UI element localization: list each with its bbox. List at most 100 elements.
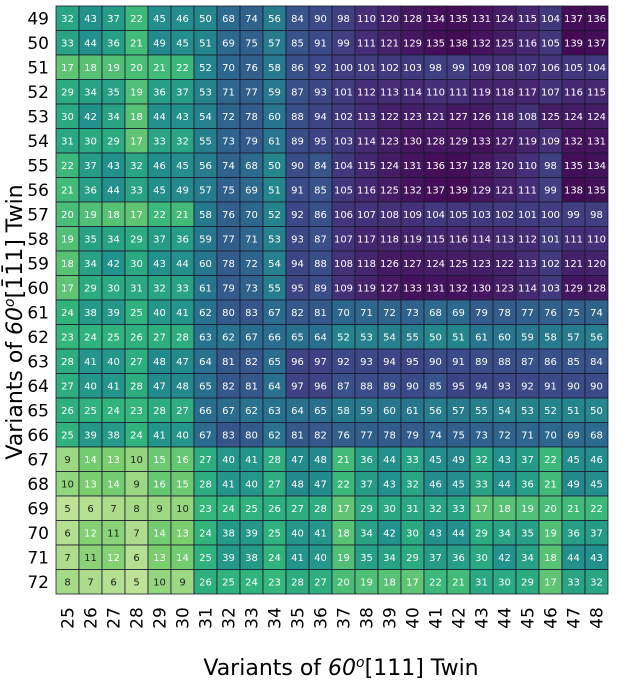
cell-value-label: 128 [426, 136, 445, 147]
cell-value-label: 69 [567, 430, 580, 441]
cell-value-label: 55 [268, 283, 281, 294]
cell-value-label: 55 [475, 406, 488, 417]
cell-value-label: 122 [495, 259, 514, 270]
cell-value-label: 64 [291, 406, 304, 417]
cell-value-label: 30 [84, 136, 97, 147]
y-axis-title-degree: o [2, 298, 18, 307]
cell-value-label: 115 [587, 87, 606, 98]
cell-value-label: 42 [84, 112, 97, 123]
cell-value-label: 91 [291, 185, 304, 196]
cell-value-label: 76 [337, 430, 350, 441]
cell-value-label: 49 [567, 479, 580, 490]
y-tick-label: 54 [27, 132, 49, 152]
cell-value-label: 5 [133, 577, 139, 588]
cell-value-label: 37 [153, 234, 166, 245]
y-tick-label: 70 [27, 524, 49, 544]
cell-value-label: 64 [199, 357, 212, 368]
cell-value-label: 21 [176, 210, 189, 221]
cell-value-label: 18 [107, 210, 120, 221]
cell-value-label: 34 [84, 87, 97, 98]
cell-value-label: 24 [268, 553, 281, 564]
y-axis-title-rest: [1̄1̄1] Twin [2, 184, 28, 298]
cell-value-label: 138 [564, 185, 583, 196]
cell-value-label: 75 [222, 185, 235, 196]
cell-value-label: 45 [176, 38, 189, 49]
cell-value-label: 73 [475, 430, 488, 441]
cell-value-label: 27 [61, 381, 74, 392]
cell-value-label: 79 [406, 430, 419, 441]
cell-value-label: 21 [452, 577, 465, 588]
x-tick-label: 42 [450, 607, 470, 629]
cell-value-label: 133 [472, 136, 491, 147]
y-tick-label: 64 [27, 377, 49, 397]
cell-value-label: 24 [222, 504, 235, 515]
cell-value-label: 80 [245, 430, 258, 441]
cell-value-label: 91 [544, 381, 557, 392]
cell-value-label: 132 [449, 283, 468, 294]
cell-value-label: 111 [518, 185, 537, 196]
y-tick-label: 68 [27, 475, 49, 495]
cell-value-label: 43 [498, 455, 511, 466]
cell-value-label: 99 [567, 210, 580, 221]
cell-value-label: 18 [84, 63, 97, 74]
cell-value-label: 41 [222, 479, 235, 490]
cell-value-label: 79 [245, 136, 258, 147]
cell-value-label: 82 [291, 308, 304, 319]
cell-value-label: 68 [429, 308, 442, 319]
cell-value-label: 18 [383, 577, 396, 588]
cell-value-label: 28 [199, 479, 212, 490]
cell-value-label: 35 [360, 553, 373, 564]
cell-value-label: 87 [314, 234, 327, 245]
cell-value-label: 116 [564, 87, 583, 98]
cell-value-label: 60 [383, 406, 396, 417]
cell-value-label: 88 [498, 357, 511, 368]
cell-value-label: 50 [429, 332, 442, 343]
cell-value-label: 17 [475, 504, 488, 515]
cell-value-label: 77 [521, 308, 534, 319]
cell-value-label: 18 [337, 528, 350, 539]
cell-value-label: 85 [291, 38, 304, 49]
cell-value-label: 116 [449, 234, 468, 245]
cell-value-label: 39 [222, 553, 235, 564]
cell-value-label: 19 [337, 553, 350, 564]
cell-value-label: 38 [107, 430, 120, 441]
cell-value-label: 77 [360, 430, 373, 441]
cell-value-label: 30 [383, 504, 396, 515]
cell-value-label: 53 [521, 406, 534, 417]
cell-value-label: 37 [176, 87, 189, 98]
cell-value-label: 78 [222, 259, 235, 270]
cell-value-label: 27 [268, 479, 281, 490]
x-tick-label: 43 [473, 607, 493, 629]
cell-value-label: 28 [153, 406, 166, 417]
cell-value-label: 58 [268, 63, 281, 74]
cell-value-label: 48 [314, 455, 327, 466]
cell-value-label: 57 [199, 185, 212, 196]
cell-value-label: 40 [107, 357, 120, 368]
cell-value-label: 81 [222, 357, 235, 368]
cell-value-label: 96 [291, 357, 304, 368]
x-tick-label: 28 [128, 607, 148, 629]
cell-value-label: 93 [291, 234, 304, 245]
cell-value-label: 53 [360, 332, 373, 343]
cell-value-label: 103 [403, 63, 422, 74]
cell-value-label: 74 [429, 430, 442, 441]
cell-value-label: 139 [564, 38, 583, 49]
cell-value-label: 36 [176, 234, 189, 245]
cell-value-label: 103 [334, 136, 353, 147]
cell-value-label: 40 [291, 528, 304, 539]
cell-value-label: 119 [518, 136, 537, 147]
cell-value-label: 112 [518, 234, 537, 245]
cell-value-label: 121 [495, 185, 514, 196]
cell-value-label: 100 [541, 210, 560, 221]
cell-value-label: 44 [498, 479, 511, 490]
cell-value-label: 135 [587, 185, 606, 196]
cell-value-label: 68 [245, 161, 258, 172]
cell-value-label: 41 [107, 381, 120, 392]
cell-value-label: 27 [130, 357, 143, 368]
cell-value-label: 19 [84, 210, 97, 221]
cell-value-label: 126 [380, 259, 399, 270]
cell-value-label: 37 [521, 455, 534, 466]
cell-value-label: 64 [314, 332, 327, 343]
y-axis-title: Variants of 60o[1̄1̄1] Twin [2, 184, 28, 459]
